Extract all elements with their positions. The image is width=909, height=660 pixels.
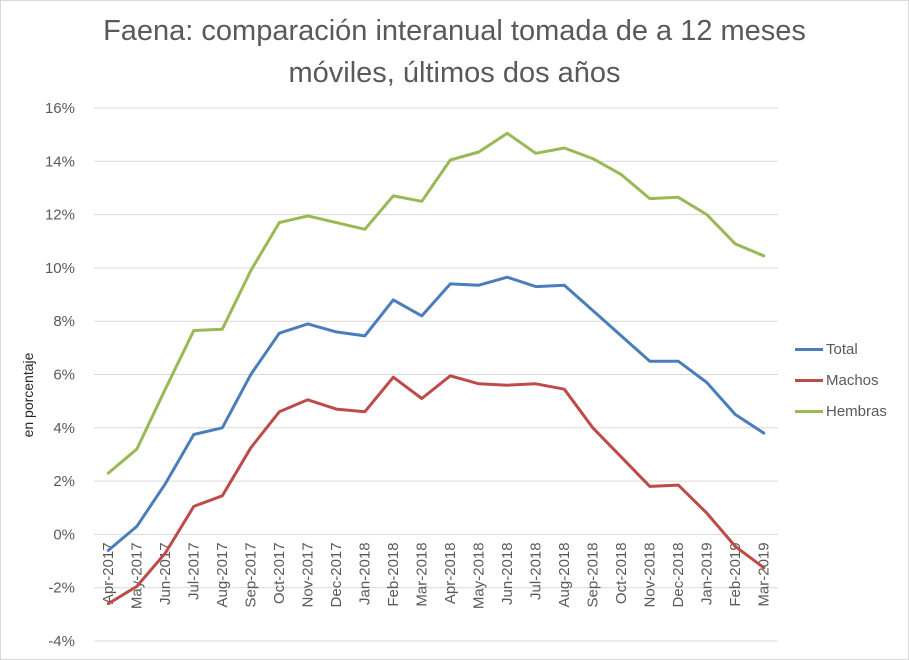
- x-tick-label: Aug-2018: [556, 542, 573, 607]
- x-tick-label: Oct-2017: [271, 542, 288, 604]
- legend-label: Hembras: [826, 403, 887, 420]
- x-tick-label: Jun-2018: [499, 542, 516, 605]
- y-tick-label: 6%: [53, 367, 75, 384]
- y-tick-label: -4%: [48, 633, 75, 650]
- chart-title-line-1: Faena: comparación interanual tomada de …: [103, 15, 806, 47]
- y-tick-label: -2%: [48, 580, 75, 597]
- legend-label: Machos: [826, 372, 879, 389]
- x-tick-label: Nov-2018: [642, 542, 659, 607]
- x-tick-label: Jan-2019: [699, 542, 716, 605]
- chart-title-line-2: móviles, últimos dos años: [288, 57, 621, 89]
- x-tick-label: Nov-2017: [300, 542, 317, 607]
- x-tick-label: Sep-2017: [243, 542, 260, 607]
- x-tick-label: Sep-2018: [585, 542, 602, 607]
- x-tick-label: Mar-2018: [414, 542, 431, 606]
- series-line-hembras: [106, 131, 766, 475]
- legend: Total Machos Hembras: [795, 334, 887, 427]
- x-tick-label: Dec-2017: [328, 542, 345, 607]
- y-tick-label: 14%: [45, 153, 75, 170]
- legend-swatch: [795, 410, 823, 413]
- x-tick-label: May-2017: [129, 542, 146, 609]
- x-tick-label: Dec-2018: [670, 542, 687, 607]
- x-tick-label: Feb-2018: [385, 542, 402, 606]
- x-tick-label: Oct-2018: [613, 542, 630, 604]
- y-tick-label: 4%: [53, 420, 75, 437]
- x-tick-label: Apr-2017: [100, 542, 117, 604]
- x-tick-label: Jan-2018: [357, 542, 374, 605]
- x-tick-label: Aug-2017: [214, 542, 231, 607]
- y-tick-label: 16%: [45, 100, 75, 117]
- y-tick-label: 2%: [53, 473, 75, 490]
- legend-swatch: [795, 379, 823, 382]
- series-line-machos: [106, 374, 766, 606]
- x-tick-label: May-2018: [471, 542, 488, 609]
- legend-item-machos: Machos: [795, 365, 887, 396]
- x-tick-label: Jul-2018: [528, 542, 545, 600]
- legend-label: Total: [826, 341, 858, 358]
- x-tick-label: Apr-2018: [442, 542, 459, 604]
- y-tick-label: 12%: [45, 207, 75, 224]
- legend-swatch: [795, 348, 823, 351]
- x-tick-label: Jul-2017: [186, 542, 203, 600]
- x-tick-label: Mar-2019: [756, 542, 773, 606]
- y-tick-label: 8%: [53, 313, 75, 330]
- y-tick-label: 10%: [45, 260, 75, 277]
- y-tick-label: 0%: [53, 526, 75, 543]
- series-line-total: [106, 275, 766, 552]
- legend-item-total: Total: [795, 334, 887, 365]
- x-tick-label: Feb-2019: [727, 542, 744, 606]
- legend-item-hembras: Hembras: [795, 396, 887, 427]
